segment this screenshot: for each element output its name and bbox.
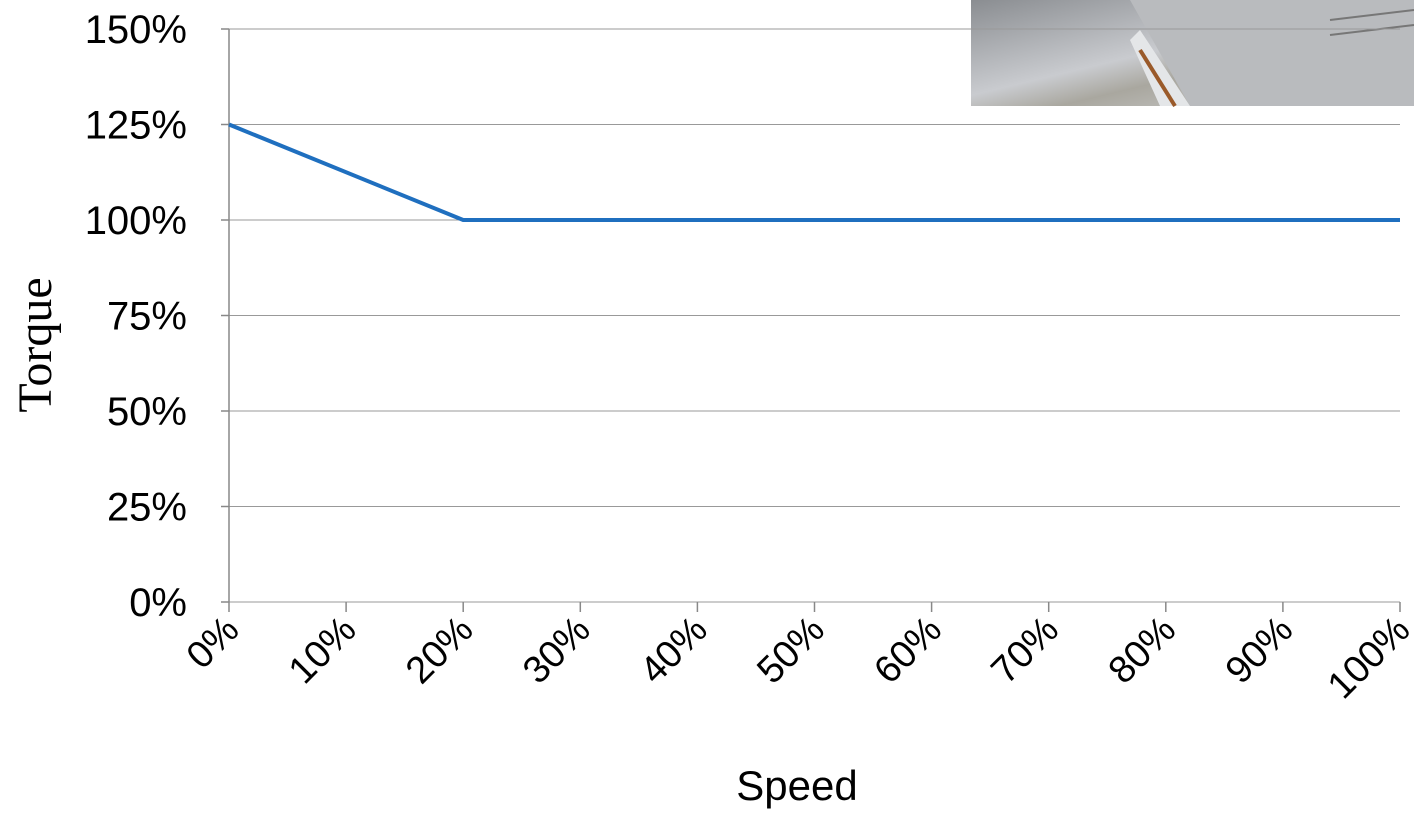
y-tick-label: 150% bbox=[85, 8, 187, 52]
x-tick-label: 70% bbox=[984, 609, 1067, 692]
x-tick-label: 20% bbox=[398, 609, 481, 692]
photo bbox=[971, 0, 1414, 108]
x-tick-label: 10% bbox=[281, 609, 364, 692]
x-tick-label: 50% bbox=[749, 609, 832, 692]
y-axis-title: Torque bbox=[9, 277, 62, 412]
y-tick-label: 25% bbox=[107, 486, 187, 530]
y-tick-label: 75% bbox=[107, 295, 187, 339]
x-tick-label: 90% bbox=[1218, 609, 1301, 692]
x-tick-label: 100% bbox=[1320, 609, 1414, 707]
y-tick-label: 50% bbox=[107, 390, 187, 434]
y-tick-label: 0% bbox=[129, 581, 187, 625]
y-tick-label: 125% bbox=[85, 104, 187, 148]
data-line bbox=[228, 122, 1400, 222]
x-tick-label: 40% bbox=[632, 609, 715, 692]
x-tick-label: 30% bbox=[515, 609, 598, 692]
x-tick-label: 0% bbox=[179, 609, 248, 678]
x-tick-label: 60% bbox=[866, 609, 949, 692]
x-axis-title: Speed bbox=[736, 762, 857, 809]
x-tick-label: 80% bbox=[1101, 609, 1184, 692]
y-tick-label: 100% bbox=[85, 199, 187, 243]
